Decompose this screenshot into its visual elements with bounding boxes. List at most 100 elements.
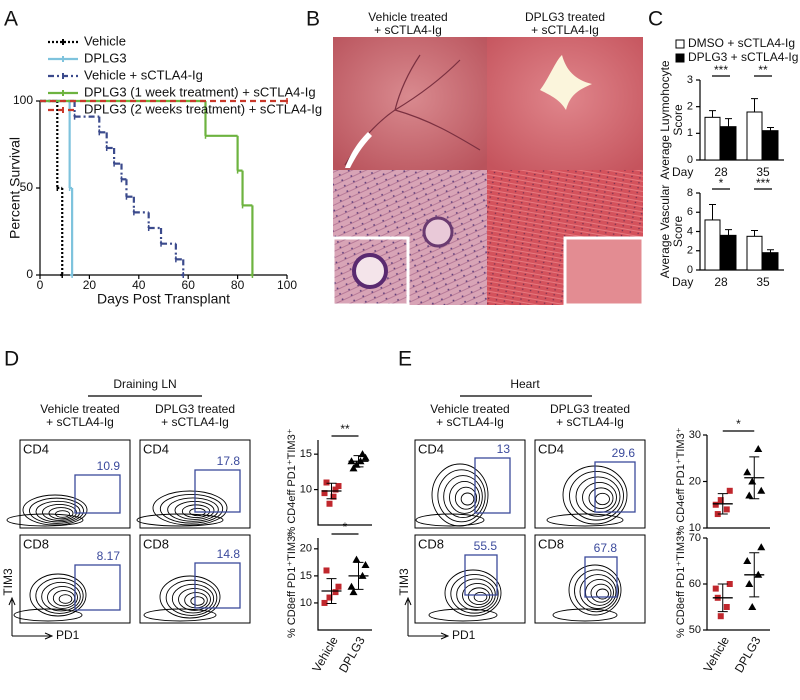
bar [762, 130, 779, 161]
contour [575, 476, 621, 517]
gate [194, 562, 241, 609]
legend-label: DPLG3 (2 weeks treatment) + sCTLA4-Ig [84, 101, 322, 116]
dot [361, 561, 370, 569]
x-tick-label: 80 [231, 278, 245, 292]
y-tick-label: 2 [687, 101, 693, 113]
contour [449, 480, 480, 514]
contour [415, 513, 485, 527]
contour [428, 608, 498, 622]
contour [450, 574, 499, 614]
dot [347, 582, 356, 590]
panel-label: B [306, 8, 320, 31]
error-bar [751, 230, 758, 237]
significance: *** [756, 176, 770, 190]
column-heading: DPLG3 treated [155, 402, 235, 416]
flow-plot: 8.17 CD8 [13, 534, 131, 624]
contour [58, 594, 73, 604]
panel-label: C [648, 8, 663, 31]
significance: * [719, 176, 724, 190]
gate-value: 29.6 [612, 446, 636, 460]
sd-bar [749, 552, 760, 598]
dot [726, 581, 733, 587]
contour [48, 507, 74, 520]
dot [748, 477, 757, 485]
contour [159, 575, 221, 619]
column-heading: + sCTLA4-Ig [556, 415, 624, 429]
error-bar [767, 249, 774, 253]
y-tick-label: 6 [687, 206, 693, 218]
x-tick-label: 28 [714, 275, 728, 289]
legend-label: DPLG3 [84, 50, 127, 65]
y-tick-label: 8 [687, 187, 693, 199]
x-axis-title: PD1 [56, 628, 80, 642]
y-tick-label: 30 [689, 429, 701, 441]
dot [335, 483, 342, 490]
contour [181, 504, 211, 518]
axis [706, 538, 770, 631]
bar [746, 235, 763, 271]
x-tick-label: 28 [714, 165, 728, 179]
sd-bar [717, 583, 728, 613]
significance: ** [340, 422, 350, 436]
lumen [345, 132, 372, 168]
contour [13, 608, 83, 622]
legend-swatch [675, 53, 685, 63]
x-axis-title: Day [672, 275, 693, 289]
dot [349, 588, 358, 596]
lumen [540, 55, 592, 110]
gate [594, 461, 636, 513]
error-bar [725, 229, 732, 236]
bar [720, 234, 737, 271]
panel-label: E [398, 348, 412, 371]
gate [464, 554, 498, 596]
axis [39, 101, 287, 276]
plot-label: CD8 [143, 536, 169, 551]
x-tick-label: DPLG3 [732, 634, 764, 675]
dot [349, 464, 358, 472]
dot [330, 493, 337, 500]
flow-plot: 13 CD4 [414, 439, 526, 529]
gate-value: 55.5 [474, 539, 498, 553]
contour [443, 475, 483, 519]
y-tick-label: 15 [300, 448, 312, 460]
y-tick-label: 0 [687, 154, 693, 166]
dot [361, 453, 370, 461]
y-axis-title: Average Vascular [658, 185, 672, 279]
column-heading: DPLG3 treated [550, 402, 630, 416]
y-axis-title: Score [671, 104, 685, 136]
y-tick-label: 3 [687, 74, 693, 86]
dot [321, 490, 328, 497]
y-tick-label: 100 [13, 93, 33, 107]
x-tick-label: 40 [132, 278, 146, 292]
histology-heading: DPLG3 treated [525, 10, 605, 24]
gate-value: 10.9 [97, 459, 121, 473]
plot-label: CD4 [418, 441, 444, 456]
contour [552, 608, 618, 622]
inset [563, 236, 645, 307]
bar [704, 116, 721, 161]
dot [743, 557, 752, 564]
contour [136, 513, 224, 527]
vessel [344, 54, 481, 166]
y-tick-label: 10 [689, 522, 701, 534]
contour [454, 486, 478, 510]
gate-value: 67.8 [594, 541, 618, 555]
dot [745, 491, 754, 499]
x-tick-label: 20 [83, 278, 97, 292]
y-tick-label: 4 [687, 225, 693, 237]
y-axis-title: TIM3 [397, 568, 411, 596]
contour [29, 497, 84, 524]
vessel-section [422, 216, 454, 248]
sd-bar [326, 578, 337, 604]
contour [35, 500, 81, 523]
column-heading: + sCTLA4-Ig [161, 415, 229, 429]
contour [437, 469, 486, 523]
gate [474, 457, 511, 514]
significance: ** [758, 63, 768, 77]
contour [568, 564, 622, 616]
column-heading: + sCTLA4-Ig [46, 415, 114, 429]
x-arrow [12, 632, 54, 640]
plot-label: CD4 [23, 441, 49, 456]
gate [74, 564, 121, 611]
